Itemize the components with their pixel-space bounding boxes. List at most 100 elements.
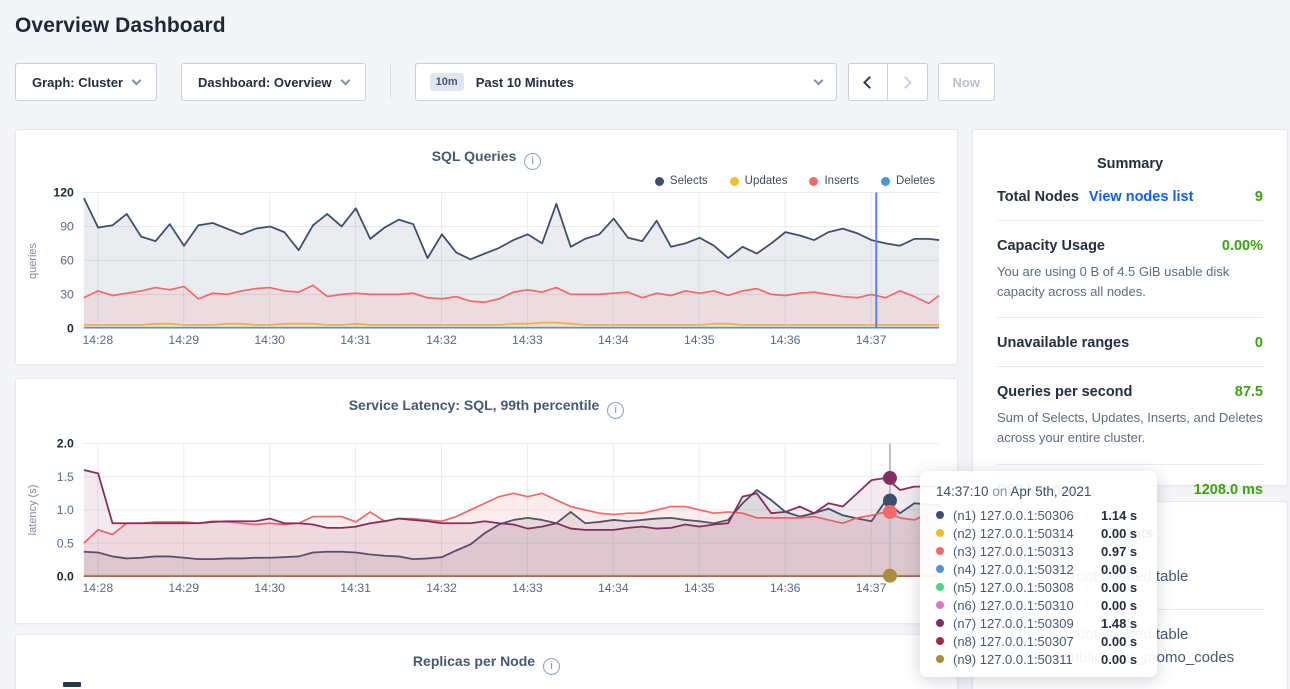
- summary-row: Unavailable ranges 0: [997, 318, 1263, 367]
- controls-divider: [390, 65, 391, 99]
- chevron-down-icon: [132, 75, 142, 85]
- node-latency-value: 0.00 s: [1101, 526, 1137, 541]
- chart-tooltip: 14:37:10 on Apr 5th, 2021 (n1) 127.0.0.1…: [920, 471, 1157, 677]
- series-color-dot: [936, 637, 944, 645]
- legend-item-updates[interactable]: Updates: [730, 175, 788, 187]
- node-latency-value: 1.14 s: [1101, 508, 1137, 523]
- node-latency-value: 0.00 s: [1101, 634, 1137, 649]
- controls-bar: Graph: Cluster Dashboard: Overview 10m P…: [15, 63, 1275, 101]
- legend-dot: [730, 177, 739, 186]
- svg-text:14:31: 14:31: [340, 333, 371, 347]
- legend-label: Deletes: [896, 175, 935, 187]
- dashboard-dropdown[interactable]: Dashboard: Overview: [181, 63, 366, 101]
- svg-text:14:34: 14:34: [598, 581, 629, 595]
- node-address: (n3) 127.0.0.1:50313: [953, 544, 1101, 559]
- svg-text:0: 0: [67, 322, 74, 336]
- tooltip-row: (n6) 127.0.0.1:503100.00 s: [936, 596, 1141, 614]
- summary-row: Queries per second87.5Sum of Selects, Up…: [997, 367, 1263, 464]
- series-color-dot: [936, 511, 944, 519]
- legend-dot: [655, 177, 664, 186]
- legend-label: Updates: [745, 175, 788, 187]
- sql-queries-chart[interactable]: 14:2814:2914:3014:3114:3214:3314:3414:35…: [16, 130, 957, 364]
- chevron-down-icon: [813, 75, 823, 85]
- graph-dropdown[interactable]: Graph: Cluster: [15, 63, 157, 101]
- node-address: (n5) 127.0.0.1:50308: [953, 580, 1101, 595]
- node-latency-value: 0.00 s: [1101, 598, 1137, 613]
- svg-text:14:35: 14:35: [684, 581, 715, 595]
- svg-text:14:33: 14:33: [512, 581, 543, 595]
- tooltip-rows: (n1) 127.0.0.1:503061.14 s(n2) 127.0.0.1…: [936, 506, 1141, 668]
- svg-text:30: 30: [60, 288, 74, 302]
- node-latency-value: 1.48 s: [1101, 616, 1137, 631]
- svg-text:14:36: 14:36: [770, 333, 801, 347]
- summary-metric-value: 0.00%: [1222, 238, 1263, 254]
- summary-panel: Summary Total NodesView nodes list9Capac…: [972, 129, 1288, 486]
- tooltip-row: (n2) 127.0.0.1:503140.00 s: [936, 524, 1141, 542]
- node-latency-value: 0.00 s: [1101, 580, 1137, 595]
- svg-text:14:29: 14:29: [168, 333, 199, 347]
- time-range-badge: 10m: [430, 73, 464, 91]
- node-address: (n7) 127.0.0.1:50309: [953, 616, 1101, 631]
- series-color-dot: [936, 601, 944, 609]
- replicas-chart-title: Replicas per Nodei: [16, 653, 957, 675]
- legend-dot: [881, 177, 890, 186]
- svg-text:1.0: 1.0: [57, 503, 74, 517]
- legend-label: Inserts: [824, 175, 859, 187]
- tooltip-row: (n8) 127.0.0.1:503070.00 s: [936, 632, 1141, 650]
- svg-text:1.5: 1.5: [57, 470, 74, 484]
- node-latency-value: 0.00 s: [1101, 562, 1137, 577]
- svg-text:0.0: 0.0: [57, 570, 74, 584]
- summary-metric-value: 0: [1255, 335, 1263, 351]
- svg-text:14:37: 14:37: [856, 333, 887, 347]
- node-latency-value: 0.00 s: [1101, 652, 1137, 667]
- legend-label: Selects: [670, 175, 708, 187]
- node-address: (n4) 127.0.0.1:50312: [953, 562, 1101, 577]
- sql-queries-chart-card: SQL Queriesi SelectsUpdatesInsertsDelete…: [15, 129, 958, 365]
- page-title: Overview Dashboard: [15, 0, 1275, 38]
- series-color-dot: [936, 529, 944, 537]
- svg-text:2.0: 2.0: [57, 437, 74, 451]
- summary-metric-label: Total Nodes: [997, 189, 1079, 205]
- svg-text:14:29: 14:29: [168, 581, 199, 595]
- svg-text:14:31: 14:31: [340, 581, 371, 595]
- svg-text:14:36: 14:36: [770, 581, 801, 595]
- time-next-button[interactable]: [888, 63, 928, 101]
- overview-dashboard-page: Overview Dashboard Graph: Cluster Dashbo…: [0, 0, 1290, 689]
- legend-item-inserts[interactable]: Inserts: [809, 175, 859, 187]
- series-color-dot: [936, 565, 944, 573]
- svg-text:0.5: 0.5: [57, 536, 74, 550]
- summary-row: Capacity Usage0.00%You are using 0 B of …: [997, 221, 1263, 318]
- tooltip-row: (n5) 127.0.0.1:503080.00 s: [936, 578, 1141, 596]
- svg-text:14:35: 14:35: [684, 333, 715, 347]
- now-button[interactable]: Now: [938, 63, 995, 101]
- service-latency-chart[interactable]: 14:2814:2914:3014:3114:3214:3314:3414:35…: [16, 379, 957, 623]
- legend-item-selects[interactable]: Selects: [655, 175, 708, 187]
- node-address: (n2) 127.0.0.1:50314: [953, 526, 1101, 541]
- svg-text:14:30: 14:30: [254, 581, 285, 595]
- summary-row: Total Nodes View nodes list 9: [997, 172, 1263, 221]
- service-latency-chart-card: Service Latency: SQL, 99th percentilei l…: [15, 378, 958, 624]
- node-latency-value: 0.97 s: [1101, 544, 1137, 559]
- summary-metric-label: Queries per second: [997, 384, 1132, 400]
- charts-column: SQL Queriesi SelectsUpdatesInsertsDelete…: [15, 129, 958, 689]
- summary-metric-label: Unavailable ranges: [997, 335, 1129, 351]
- time-prev-button[interactable]: [848, 63, 888, 101]
- view-nodes-list-link[interactable]: View nodes list: [1089, 189, 1194, 205]
- summary-metric-description: You are using 0 B of 4.5 GiB usable disk…: [997, 262, 1263, 302]
- node-address: (n9) 127.0.0.1:50311: [953, 652, 1101, 667]
- series-color-dot: [936, 619, 944, 627]
- summary-metric-value: 9: [1255, 189, 1263, 205]
- svg-text:14:37: 14:37: [856, 581, 887, 595]
- info-icon[interactable]: i: [543, 658, 560, 675]
- summary-metric-value: 87.5: [1235, 384, 1263, 400]
- svg-text:14:34: 14:34: [598, 333, 629, 347]
- legend-item-deletes[interactable]: Deletes: [881, 175, 935, 187]
- tooltip-row: (n3) 127.0.0.1:503130.97 s: [936, 542, 1141, 560]
- replicas-per-node-chart-card: Replicas per Nodei: [15, 634, 958, 689]
- time-range-dropdown[interactable]: 10m Past 10 Minutes: [415, 63, 837, 101]
- series-color-dot: [936, 583, 944, 591]
- node-address: (n6) 127.0.0.1:50310: [953, 598, 1101, 613]
- dashboard-dropdown-label: Dashboard: Overview: [198, 75, 332, 90]
- tooltip-row: (n4) 127.0.0.1:503120.00 s: [936, 560, 1141, 578]
- node-address: (n8) 127.0.0.1:50307: [953, 634, 1101, 649]
